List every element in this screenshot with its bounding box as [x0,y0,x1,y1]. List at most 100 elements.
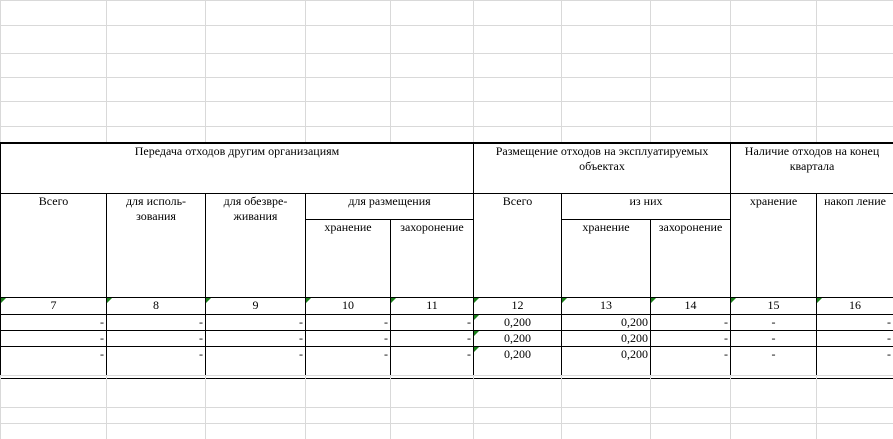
grid-cell [0,407,107,424]
data-cell: - [205,329,306,347]
grid-cell [650,423,731,439]
data-cell: - [390,313,474,331]
grid-cell [473,126,562,143]
grid-cell [650,407,731,424]
data-row: - - - - -0,200 0,200- - - [0,313,893,331]
grid-cell [730,407,817,424]
grid-cell [650,77,731,102]
grid-cell [305,407,391,424]
grid-cell [561,0,651,26]
column-header: накоп ление [816,192,893,298]
grid-cell [106,25,206,54]
grid-cell [106,101,206,127]
grid-cell [650,126,731,143]
data-cell: 0,200 [561,313,651,331]
grid-row [0,407,893,424]
grid-cell [106,423,206,439]
column-header: Всего [0,192,107,298]
data-cell: - [390,329,474,347]
grid-cell [390,407,474,424]
data-cell: 0,200 [561,345,651,379]
data-cell: - [205,313,306,331]
empty-grid-bottom [0,375,893,439]
data-cell: - [816,345,893,379]
grid-cell [305,25,391,54]
grid-cell [390,77,474,102]
column-number: 8 [106,296,206,315]
grid-cell [730,77,817,102]
grid-row [0,375,893,408]
grid-cell [106,407,206,424]
grid-cell [816,126,893,143]
data-cell: - [730,345,818,379]
grid-cell [305,53,391,78]
column-number: 11 [390,296,474,315]
grid-row [0,101,893,127]
grid-cell [0,77,107,102]
data-cell: 0,200 [473,329,562,347]
grid-cell [730,423,817,439]
column-number: 15 [730,296,818,315]
grid-row [0,0,893,26]
data-cell: - [730,329,818,347]
data-cell: - [0,345,107,379]
column-number: 14 [649,296,732,315]
grid-cell [106,77,206,102]
grid-cell [650,101,731,127]
data-cell: - [305,345,391,379]
grid-cell [561,126,651,143]
waste-table: Передача отходов другим организациям Раз… [0,142,893,379]
grid-cell [650,53,731,78]
grid-cell [816,53,893,78]
grid-row [0,25,893,54]
column-header: захоронение [390,218,474,298]
data-cell: - [649,345,732,379]
grid-cell [816,77,893,102]
grid-cell [816,101,893,127]
grid-cell [0,375,107,408]
column-number: 7 [0,296,107,315]
data-cell: - [106,313,206,331]
grid-cell [390,25,474,54]
grid-cell [473,77,562,102]
data-cell: - [390,345,474,379]
grid-cell [0,126,107,143]
grid-cell [730,0,817,26]
column-header: хранение [730,192,818,298]
grid-cell [390,375,474,408]
grid-cell [730,101,817,127]
empty-grid-top [0,0,893,143]
grid-cell [305,77,391,102]
grid-cell [473,375,562,408]
data-cell: 0,200 [473,313,562,331]
grid-cell [561,53,651,78]
grid-cell [561,77,651,102]
column-header: из них [560,192,732,220]
column-header: для обезвре- живания [205,192,306,298]
data-cell: - [0,313,107,331]
grid-cell [305,101,391,127]
grid-cell [390,101,474,127]
data-row: - - - - -0,200 0,200- - - [0,345,893,379]
grid-row [0,126,893,143]
data-cell: - [0,329,107,347]
grid-cell [473,101,562,127]
number-row: 7 8 9 10 11 12 13 14 15 16 [0,296,893,315]
grid-cell [205,53,306,78]
grid-cell [561,375,651,408]
column-header: для размещения [305,192,474,220]
data-cell: 0,200 [473,345,562,379]
grid-cell [205,126,306,143]
grid-cell [650,25,731,54]
grid-cell [816,407,893,424]
grid-cell [730,53,817,78]
column-number: 10 [305,296,391,315]
column-header: для исполь- зования [106,192,206,298]
data-cell: - [205,345,306,379]
grid-cell [205,423,306,439]
column-number: 12 [473,296,562,315]
column-header: захоронение [649,218,732,298]
grid-row [0,423,893,439]
grid-cell [390,126,474,143]
